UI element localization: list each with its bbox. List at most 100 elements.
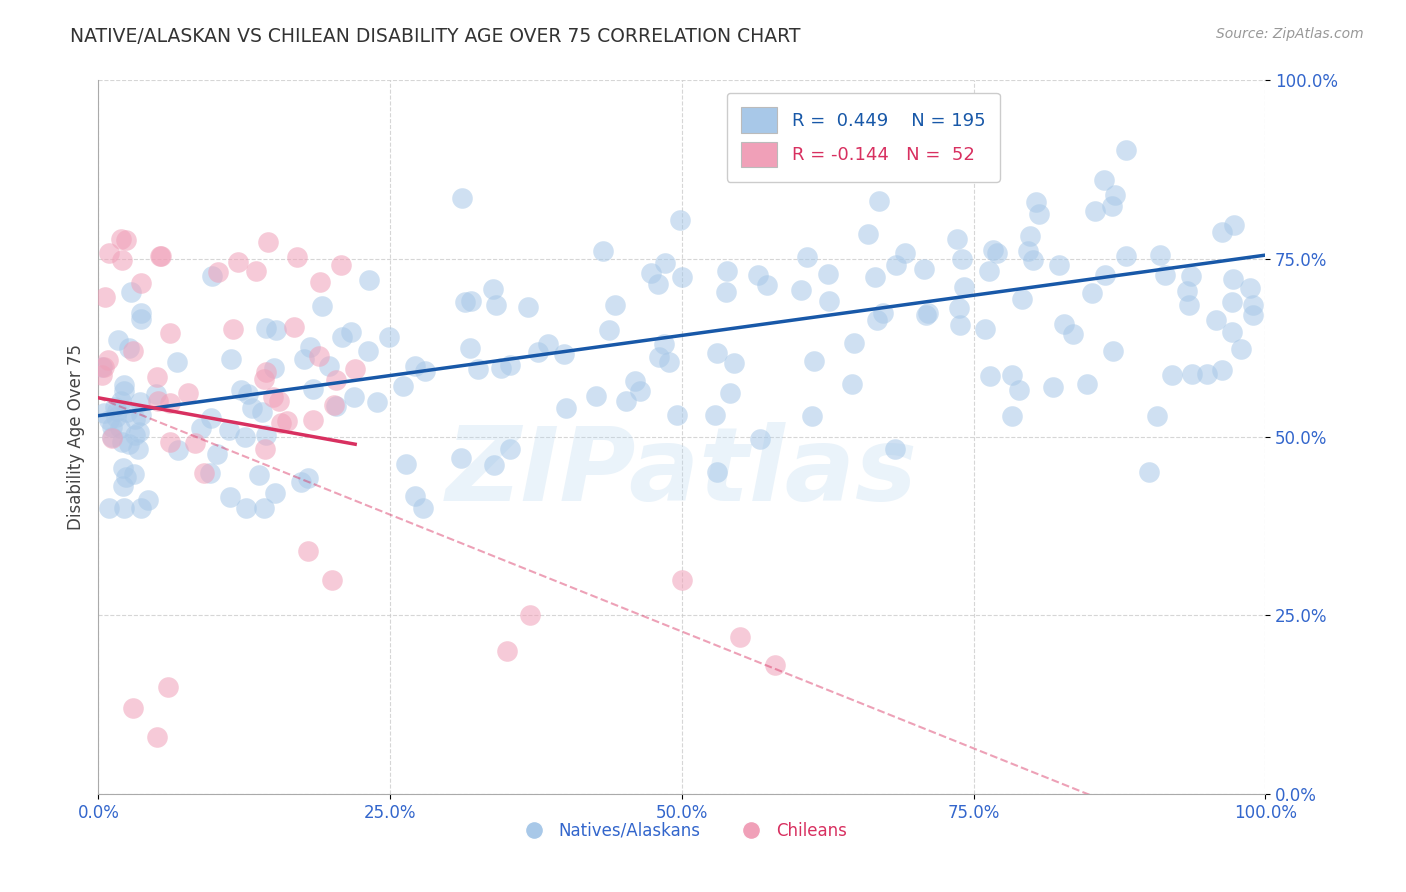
Point	[413, 364, 436, 378]
Point	[555, 401, 578, 415]
Point	[1211, 225, 1233, 239]
Point	[1180, 269, 1202, 284]
Point	[1080, 286, 1102, 301]
Point	[325, 399, 347, 413]
Text: ZIPatlas: ZIPatlas	[446, 422, 918, 524]
Point	[105, 404, 128, 418]
Point	[796, 250, 818, 264]
Point	[1076, 377, 1098, 392]
Point	[858, 227, 880, 242]
Point	[129, 501, 152, 516]
Point	[648, 350, 671, 364]
Point	[454, 295, 477, 310]
Point	[412, 501, 434, 516]
Point	[1243, 298, 1265, 312]
Point	[146, 730, 169, 744]
Point	[205, 447, 228, 461]
Point	[343, 361, 366, 376]
Point	[302, 413, 325, 427]
Text: NATIVE/ALASKAN VS CHILEAN DISABILITY AGE OVER 75 CORRELATION CHART: NATIVE/ALASKAN VS CHILEAN DISABILITY AGE…	[70, 27, 801, 45]
Point	[553, 347, 575, 361]
Y-axis label: Disability Age Over 75: Disability Age Over 75	[66, 344, 84, 530]
Point	[298, 340, 321, 354]
Point	[671, 270, 693, 285]
Point	[340, 325, 363, 339]
Point	[122, 467, 145, 481]
Point	[183, 435, 205, 450]
Point	[149, 248, 172, 262]
Point	[159, 434, 181, 449]
Point	[309, 275, 332, 289]
Point	[193, 466, 215, 480]
Point	[329, 258, 352, 272]
Point	[803, 354, 825, 368]
Point	[946, 232, 969, 246]
Point	[884, 258, 907, 272]
Point	[460, 293, 482, 308]
Point	[218, 490, 240, 504]
Point	[1011, 292, 1033, 306]
Point	[1239, 281, 1261, 295]
Point	[254, 428, 277, 442]
Point	[1149, 248, 1171, 262]
Point	[115, 233, 138, 247]
Point	[166, 354, 188, 368]
Point	[747, 268, 769, 282]
Point	[323, 398, 346, 412]
Point	[628, 384, 651, 399]
Point	[111, 253, 134, 268]
Point	[458, 341, 481, 355]
Point	[671, 573, 693, 587]
Point	[703, 408, 725, 422]
Point	[496, 644, 519, 658]
Point	[122, 701, 145, 715]
Point	[981, 244, 1004, 258]
Point	[666, 408, 689, 422]
Point	[598, 323, 620, 337]
Point	[756, 277, 779, 292]
Point	[283, 320, 305, 334]
Point	[866, 312, 889, 326]
Point	[253, 501, 276, 516]
Point	[1062, 327, 1084, 342]
Point	[112, 461, 135, 475]
Point	[221, 351, 243, 366]
Point	[222, 321, 245, 335]
Point	[111, 435, 134, 450]
Point	[865, 270, 887, 285]
Point	[872, 305, 894, 319]
Point	[262, 390, 284, 404]
Point	[308, 349, 330, 363]
Point	[129, 409, 152, 423]
Point	[235, 501, 257, 516]
Point	[100, 431, 122, 445]
Point	[321, 573, 343, 587]
Point	[883, 442, 905, 457]
Point	[112, 501, 135, 516]
Point	[730, 630, 752, 644]
Point	[912, 261, 935, 276]
Point	[1222, 326, 1244, 340]
Point	[1137, 465, 1160, 479]
Point	[1022, 253, 1045, 268]
Point	[90, 368, 112, 382]
Point	[357, 273, 380, 287]
Point	[93, 290, 115, 304]
Point	[1017, 244, 1039, 258]
Point	[311, 299, 333, 313]
Point	[254, 320, 277, 334]
Point	[973, 322, 995, 336]
Point	[723, 356, 745, 370]
Point	[201, 268, 224, 283]
Point	[640, 266, 662, 280]
Point	[343, 390, 366, 404]
Point	[949, 318, 972, 333]
Point	[190, 421, 212, 435]
Point	[977, 264, 1000, 278]
Point	[115, 469, 138, 483]
Point	[718, 386, 741, 401]
Point	[112, 378, 135, 392]
Point	[104, 400, 127, 414]
Text: Source: ZipAtlas.com: Source: ZipAtlas.com	[1216, 27, 1364, 41]
Point	[1197, 367, 1219, 381]
